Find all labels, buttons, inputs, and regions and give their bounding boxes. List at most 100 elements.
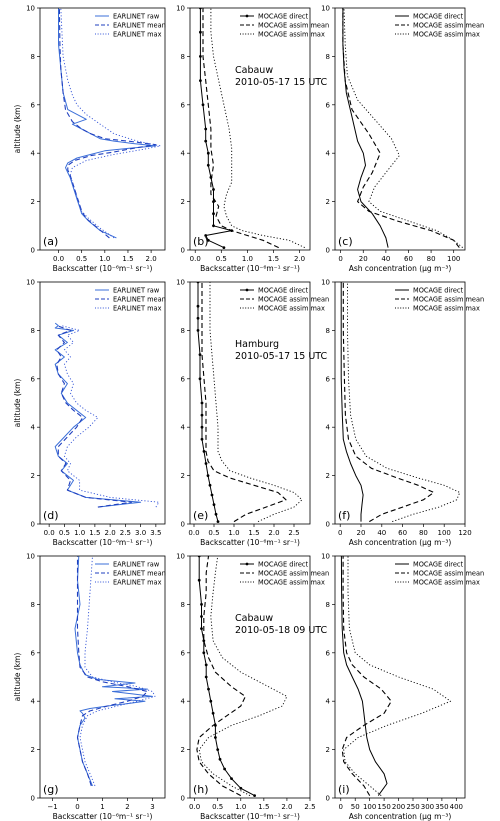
series-line [197,282,219,522]
y-tick-label: 8 [181,53,185,61]
y-tick-label: 4 [181,150,186,158]
y-tick-label: 6 [326,649,331,657]
x-tick-label: 0 [338,529,342,537]
panel-i: 0 50 100 150 200 250 300 350 400 0 2 4 6 8 10 Ash conce… [321,553,484,821]
y-tick-label: 6 [326,101,331,109]
y-tick-label: 6 [326,375,331,383]
x-axis-label: Backscatter (10⁻⁶m⁻¹ sr⁻¹) [53,264,153,273]
y-tick-label: 0 [181,795,185,803]
legend-entry: EARLINET max [113,305,162,313]
legend-entry: EARLINET raw [113,561,160,569]
plot-frame [39,7,166,251]
legend-entry: MOCAGE direct [413,13,464,21]
x-tick-label: 0.0 [44,529,55,537]
data-point [207,687,210,691]
series-line [347,282,461,523]
x-tick-label: 0.0 [190,255,201,263]
x-axis-label: Backscatter (10⁻⁶m⁻¹ sr⁻¹) [53,538,153,547]
legend-entry: MOCAGE assim max [258,579,325,587]
data-point [208,483,212,487]
x-tick-label: 0.0 [188,529,199,537]
plot-frame [189,7,311,251]
panel-label: (b) [193,235,209,248]
series-group [58,8,161,239]
data-point [204,675,208,679]
x-tick-label: 1.0 [99,255,110,263]
y-tick-label: 0 [326,247,330,255]
data-point [201,103,205,107]
x-tick-label: 0.5 [76,255,87,263]
x-tick-label: 350 [435,803,448,811]
data-point [218,757,222,761]
series-line [202,8,279,249]
y-tick-label: 2 [181,746,185,754]
series-line [209,282,303,523]
legend-entry: MOCAGE assim mean [258,570,329,578]
y-tick-label: 10 [176,5,185,13]
legend-entry: MOCAGE direct [413,287,464,295]
legend-entry: MOCAGE assim mean [258,22,329,30]
legend-entry: MOCAGE assim max [258,305,325,313]
x-tick-label: 1.5 [248,529,259,537]
data-point [196,316,200,320]
data-point [212,224,215,228]
y-tick-label: 4 [31,698,36,706]
y-tick-label: 4 [326,698,331,706]
x-tick-label: 0 [338,255,342,263]
y-tick-label: 2 [31,198,35,206]
data-point [230,777,233,780]
data-point [202,651,206,655]
x-tick-label: 0.5 [216,255,227,263]
series-line [343,8,463,248]
panel-annotation: 2010-05-17 15 UTC [235,77,328,88]
data-point [209,699,213,703]
series-line [198,556,288,796]
data-point [200,425,204,429]
y-tick-label: 4 [326,424,331,432]
data-point [204,234,208,237]
y-tick-label: 6 [31,649,36,657]
data-point [222,246,226,250]
series-line [342,282,435,523]
plot-frame [334,7,466,251]
legend-entry: MOCAGE direct [258,287,309,295]
y-axis-label: altitude (km) [13,105,22,154]
y-tick-label: 10 [321,5,330,13]
series-line [54,322,142,508]
x-tick-label: 2.0 [146,255,157,263]
x-tick-label: 0.5 [59,529,70,537]
y-tick-label: 6 [31,375,36,383]
data-point [200,413,204,417]
legend-entry: EARLINET mean [113,570,166,578]
panel-h: 0.0 0.5 1.0 1.5 2.0 2.5 0 2 4 6 8 10 Backscatter (10… [176,553,329,821]
series-line [61,325,160,508]
x-tick-label: 50 [351,803,360,811]
x-tick-label: 80 [419,529,428,537]
y-tick-label: 0 [326,795,330,803]
series-group [196,556,288,797]
x-tick-label: 20 [359,255,368,263]
data-point [212,200,215,204]
x-axis-label: Ash concentration (µg m⁻³) [349,812,452,821]
x-tick-label: 0.0 [53,255,64,263]
x-tick-label: 40 [381,255,390,263]
legend-entry: MOCAGE direct [258,13,309,21]
legend-entry: MOCAGE assim mean [413,570,484,578]
y-tick-label: 0 [31,795,35,803]
legend-entry: EARLINET mean [113,296,166,304]
x-tick-label: 2.5 [288,529,299,537]
panel-annotation: Cabauw [235,613,273,624]
x-tick-label: 300 [421,803,434,811]
panel-e: 0.0 0.5 1.0 1.5 2.0 2.5 0 2 4 6 8 10 Backscatter (10… [176,279,329,548]
x-tick-label: 200 [392,803,405,811]
y-tick-label: 2 [181,198,185,206]
panel-label: (e) [193,509,208,522]
series-line [196,556,246,797]
legend-entry: MOCAGE direct [413,561,464,569]
x-tick-label: 2.5 [304,803,315,811]
legend-marker [245,14,249,18]
x-tick-label: 80 [427,255,436,263]
y-tick-label: 10 [321,279,330,287]
